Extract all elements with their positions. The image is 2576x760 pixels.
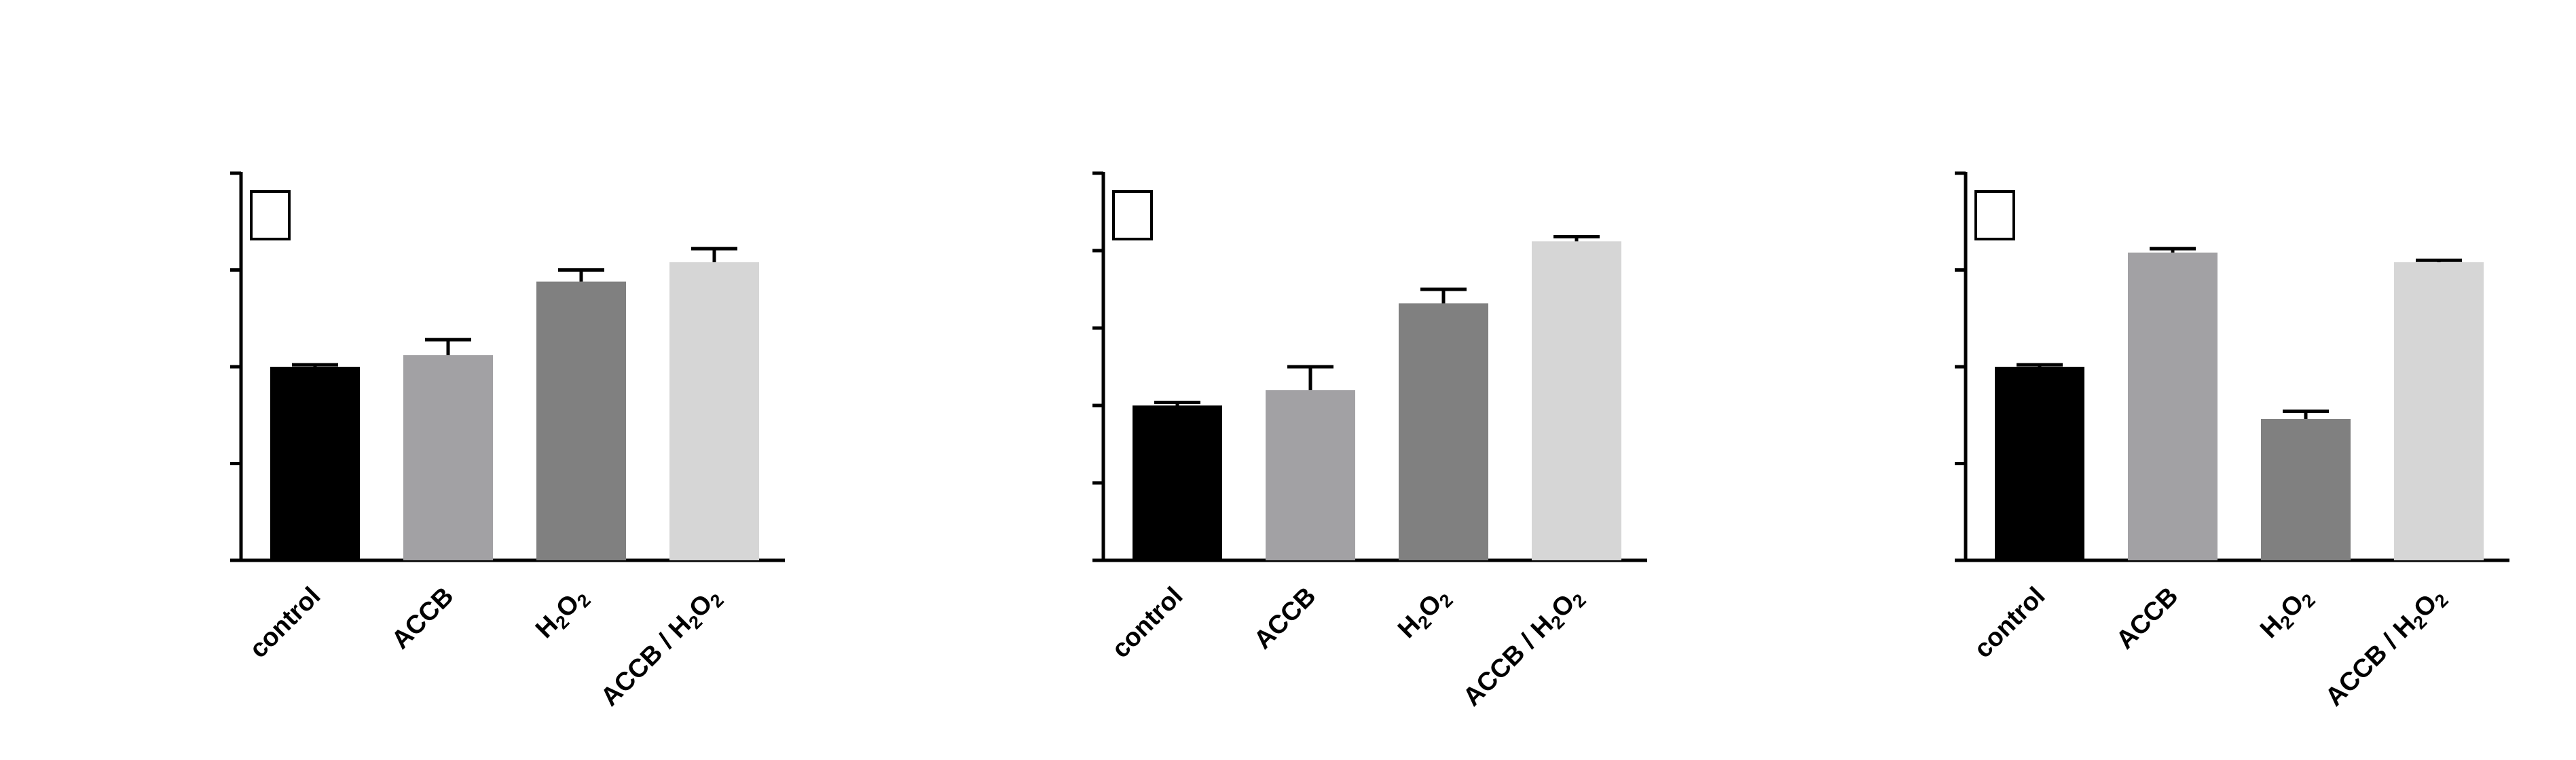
bar <box>403 355 493 560</box>
bar <box>1532 241 1621 560</box>
bar <box>1399 303 1488 560</box>
x-tick-label: control <box>1107 582 1189 664</box>
bar <box>536 281 626 560</box>
bar <box>2128 252 2218 560</box>
x-tick-label: H2O2 <box>530 582 594 646</box>
bar <box>2394 262 2484 560</box>
x-tick-label: H2O2 <box>1393 582 1456 646</box>
panel-label-box <box>1974 190 2015 240</box>
x-tick-label: ACCB / H2O2 <box>595 582 727 714</box>
x-tick-label: ACCB / H2O2 <box>2320 582 2452 714</box>
x-tick-label: ACCB <box>2111 582 2184 655</box>
x-tick-label: H2O2 <box>2255 582 2319 646</box>
x-tick-label: ACCB / H2O2 <box>1458 582 1589 714</box>
bar <box>2261 418 2351 560</box>
x-tick-label: control <box>1969 582 2051 664</box>
panel-label-box <box>1112 190 1153 240</box>
x-tick-label: control <box>244 582 327 664</box>
bar <box>669 262 759 560</box>
bar <box>1266 390 1355 560</box>
bar <box>1995 367 2084 560</box>
bar <box>270 367 360 560</box>
panel-label-box <box>250 190 291 240</box>
x-tick-label: ACCB <box>386 582 459 655</box>
bar <box>1133 405 1222 560</box>
x-tick-label: ACCB <box>1249 582 1321 655</box>
